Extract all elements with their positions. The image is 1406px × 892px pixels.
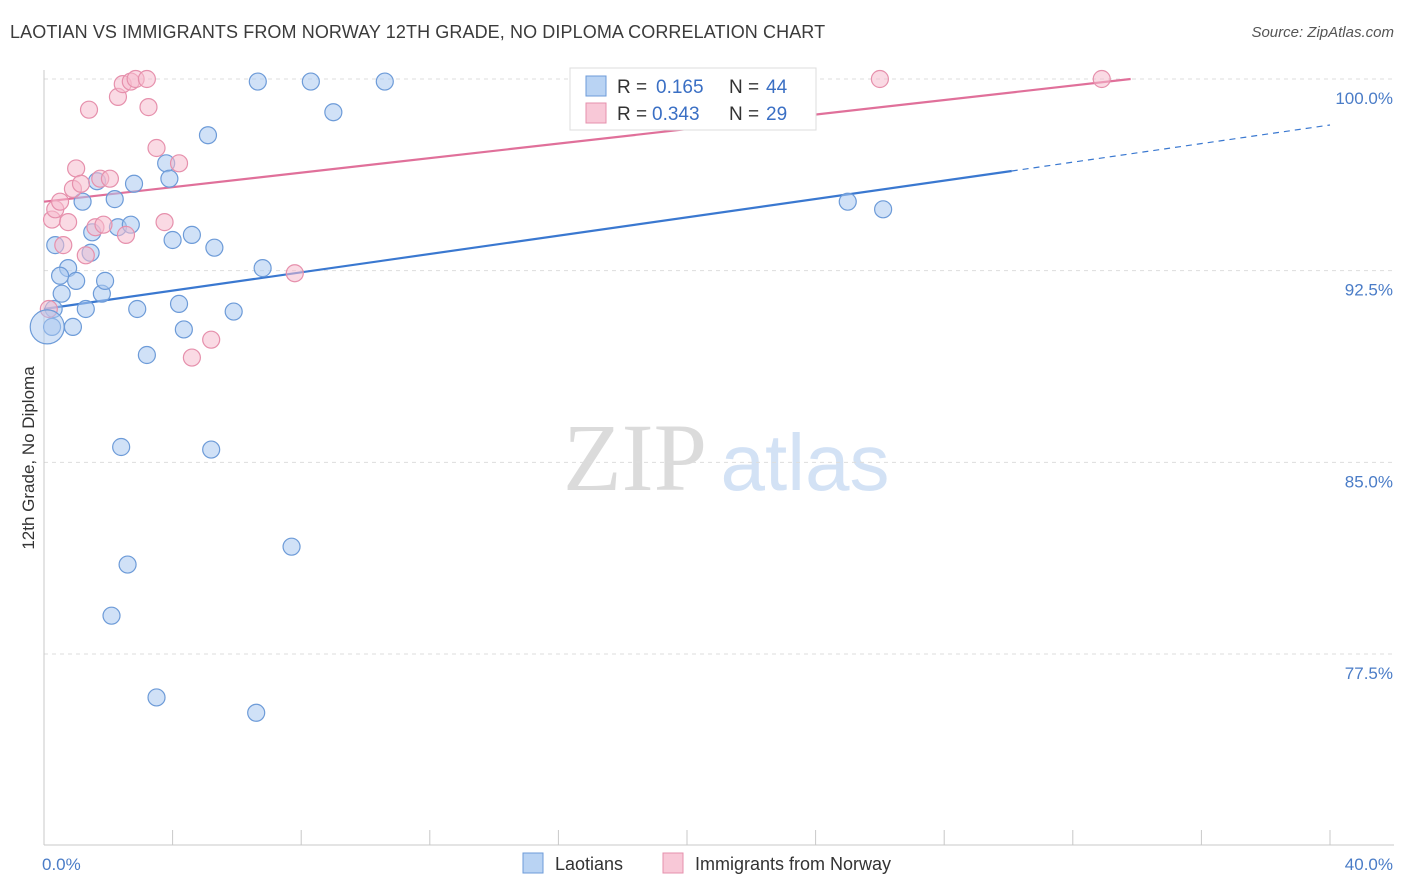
point-laotians-13 [95,271,115,290]
point-laotians-34 [247,703,266,722]
point-laotians-41 [50,266,70,285]
point-norway-7 [67,159,86,178]
point-laotians-37 [301,72,320,91]
point-laotians-21 [137,345,156,365]
legend-swatch-pink [585,102,607,124]
legend-n-label-2: N = [729,104,759,125]
x-tick-label-1: 40.0% [1345,855,1393,874]
point-laotians-40 [102,606,121,625]
point-laotians-17 [118,555,137,574]
legend-r-value-1: 0.165 [656,77,704,98]
legend-swatch-blue [585,75,607,97]
point-laotians-38 [324,103,343,122]
series-swatch-laotians [522,852,544,874]
y-tick-label-1: 85.0% [1345,472,1393,491]
axes [43,70,1394,846]
trend-line-norway [43,77,1131,203]
point-laotians-26 [169,294,189,313]
point-laotians-16 [112,437,131,457]
point-norway-23 [155,213,174,232]
point-laotians-6 [67,271,86,290]
series-label-laotians: Laotians [555,854,623,874]
point-norway-8 [71,174,91,193]
point-laotians-19 [124,174,144,193]
point-laotians-35 [253,259,272,278]
point-laotians-3 [52,284,71,303]
point-laotians-43 [874,200,893,219]
point-norway-9 [76,246,95,265]
point-norway-10 [79,100,99,119]
point-laotians-24 [160,169,179,188]
point-norway-3 [50,192,70,211]
legend-box [569,67,817,131]
point-laotians-28 [182,225,201,244]
point-laotians-29 [198,126,218,145]
point-norway-5 [59,213,78,232]
x-tick-label-0: 0.0% [42,855,81,874]
watermark-zip: ZIP [563,404,707,511]
point-norway-27 [285,264,304,283]
point-laotians-30 [202,440,221,459]
point-laotians-14 [105,190,124,209]
point-norway-14 [100,169,120,188]
y-tick-label-3: 100.0% [1335,89,1393,108]
legend-n-label-1: N = [729,77,759,98]
point-norway-20 [137,69,156,89]
trend-line-laotians-extrapolated [1011,124,1331,172]
chart-title: LAOTIAN VS IMMIGRANTS FROM NORWAY 12TH G… [10,22,826,42]
point-laotians-31 [205,238,224,257]
point-norway-22 [147,138,166,158]
legend-r-label-2: R = [617,104,647,125]
point-laotians-32 [224,302,243,321]
grid [44,78,1394,655]
series-label-norway: Immigrants from Norway [695,854,891,874]
source-label: Source: ZipAtlas.com [1251,24,1394,41]
legend-n-value-2: 29 [766,104,787,125]
point-norway-24 [169,154,189,173]
correlation-legend: R = 0.165 N = 44 R = 0.343 N = 29 [569,67,817,131]
point-laotians-39 [375,72,394,91]
y-tick-label-2: 92.5% [1345,281,1393,300]
point-norway-29 [1092,69,1111,89]
legend-r-value-2: 0.343 [652,104,700,125]
y-tick-label-0: 77.5% [1345,664,1393,683]
point-norway-28 [870,69,890,89]
legend-r-label-1: R = [617,77,647,98]
point-laotians-8 [76,299,95,319]
data-points [29,69,1111,722]
point-laotians-20 [128,299,147,319]
series-swatch-norway [662,852,684,874]
series-legend: Laotians Immigrants from Norway [522,852,891,874]
point-laotians-27 [174,320,193,339]
point-laotians-36 [282,537,301,556]
point-laotians-22 [147,688,166,707]
point-laotians-25 [163,230,182,250]
point-laotians-33 [248,72,267,91]
point-laotians-5 [63,317,83,336]
point-laotians-large [29,309,65,345]
point-laotians-7 [73,192,92,211]
point-norway-26 [202,330,221,349]
point-norway-21 [139,98,158,117]
point-norway-4 [54,236,73,255]
y-axis-label: 12th Grade, No Diploma [19,366,38,550]
point-norway-25 [182,348,201,367]
legend-n-value-1: 44 [766,77,788,98]
tick-labels: 77.5% 85.0% 92.5% 100.0% 0.0% 40.0% [42,89,1393,874]
watermark: ZIP atlas [563,404,889,511]
point-laotians-42 [838,192,857,211]
point-norway-17 [116,225,136,244]
point-norway-13 [94,215,113,234]
